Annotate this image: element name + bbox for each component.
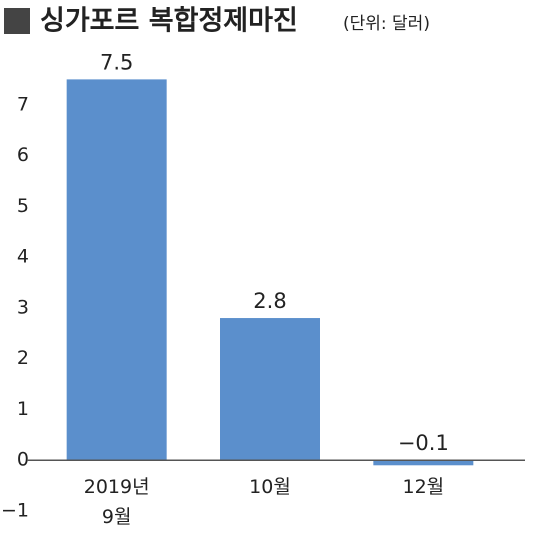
y-tick-label: 0 — [17, 449, 29, 471]
y-tick-label: 7 — [17, 93, 29, 115]
y-tick-label: 1 — [17, 398, 29, 420]
y-tick-label: 5 — [17, 195, 29, 217]
y-tick-label: −1 — [1, 500, 29, 522]
bar — [66, 79, 167, 461]
chart-title: 싱가포르 복합정제마진 — [40, 6, 298, 37]
value-label: −0.1 — [398, 431, 449, 455]
x-tick-label: 10월 — [249, 476, 291, 499]
x-tick-label: 12월 — [402, 476, 445, 499]
y-tick-label: 3 — [17, 296, 29, 318]
value-label: 7.5 — [100, 50, 133, 74]
x-tick-label: 2019년 9월 — [83, 476, 150, 529]
bar — [373, 460, 474, 466]
y-tick-label: 6 — [17, 144, 29, 166]
y-tick-label: 4 — [17, 246, 29, 268]
title-icon — [4, 8, 30, 34]
value-label: 2.8 — [253, 289, 286, 313]
y-tick-label: 2 — [17, 347, 29, 369]
chart-subtitle: (단위: 달러) — [343, 14, 430, 34]
bar — [220, 318, 320, 461]
